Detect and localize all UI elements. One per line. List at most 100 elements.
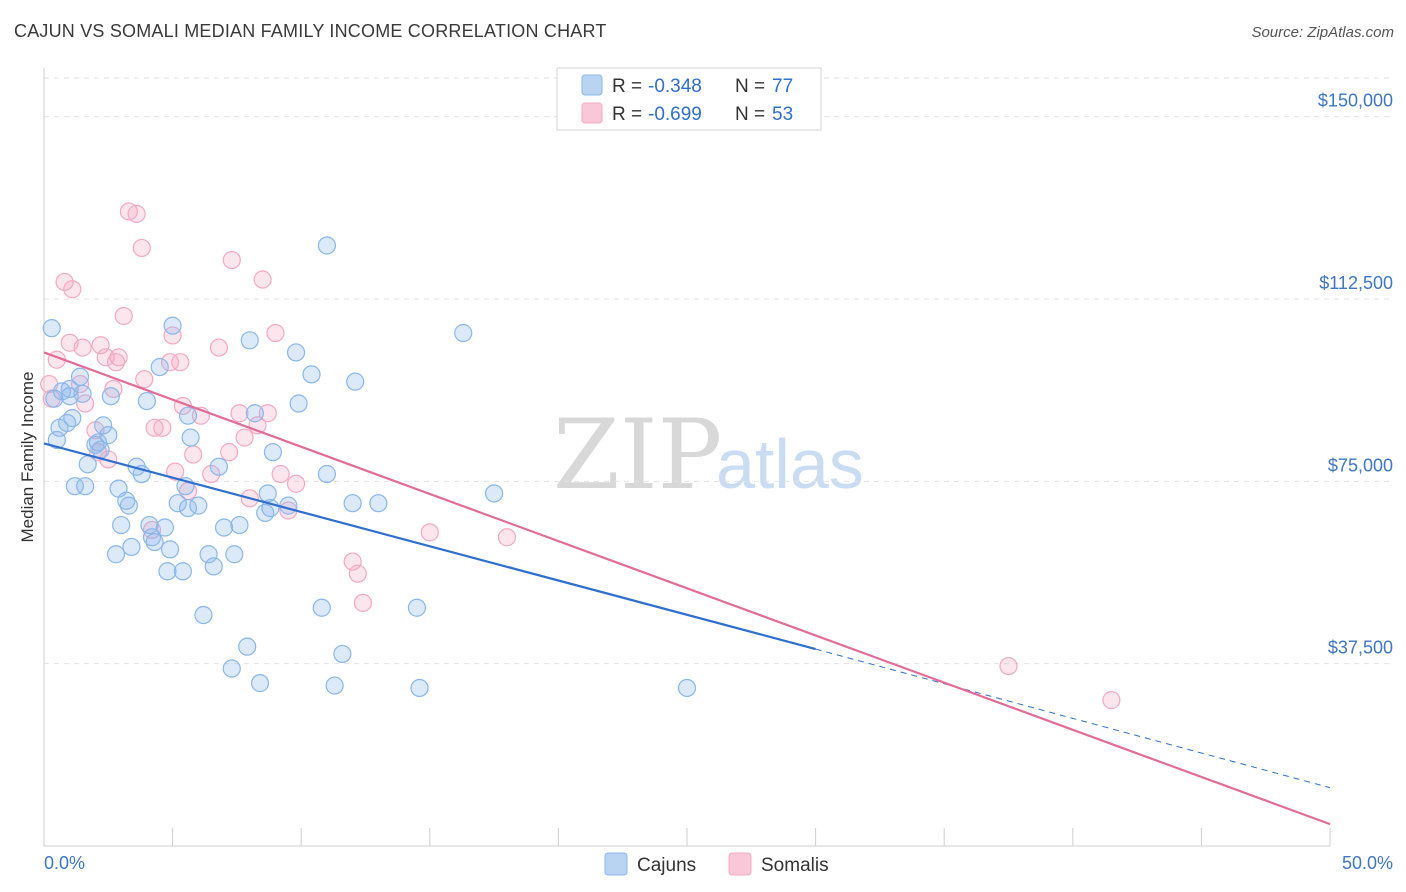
somali-point-31 xyxy=(184,445,203,464)
somali-point-38 xyxy=(235,428,254,447)
cajun-point-32 xyxy=(158,562,177,581)
somali-point-17 xyxy=(114,306,133,326)
cajun-point-0 xyxy=(42,319,61,338)
somali-point-23 xyxy=(145,418,164,437)
somali-point-28 xyxy=(171,353,190,372)
somalis-points xyxy=(40,202,1121,710)
cajun-point-75 xyxy=(91,440,110,459)
watermark-zip: ZIP xyxy=(553,399,722,511)
somali-point-3 xyxy=(55,272,74,292)
cajun-point-59 xyxy=(289,394,308,413)
cajun-point-73 xyxy=(677,678,697,698)
legend-n-label-somalis: N = xyxy=(735,104,765,125)
cajun-point-65 xyxy=(333,644,352,664)
cajun-point-66 xyxy=(343,494,362,513)
somali-point-41 xyxy=(253,270,272,289)
cajun-point-57 xyxy=(279,496,298,515)
legend-n-label-cajuns: N = xyxy=(735,76,765,97)
somali-point-49 xyxy=(353,593,373,612)
cajun-point-35 xyxy=(168,494,187,513)
y-tick-label-0: $37,500 xyxy=(1328,638,1393,658)
somali-point-43 xyxy=(266,323,285,343)
cajun-point-29 xyxy=(145,532,164,552)
somali-point-16 xyxy=(109,348,128,367)
legend-n-value-cajuns: 77 xyxy=(772,76,793,97)
legend-r-label-somalis: R = xyxy=(612,104,642,125)
somali-point-21 xyxy=(135,370,154,389)
cajun-point-26 xyxy=(137,391,156,411)
source-label: Source: ZipAtlas.com xyxy=(1251,24,1394,41)
cajun-point-8 xyxy=(65,477,84,496)
cajun-point-28 xyxy=(142,528,162,547)
cajun-point-49 xyxy=(238,637,257,656)
somali-point-12 xyxy=(96,348,115,367)
cajun-point-36 xyxy=(173,562,192,581)
series-legend: Cajuns Somalis xyxy=(604,852,829,876)
cajuns-points xyxy=(42,236,697,698)
cajun-point-39 xyxy=(181,428,200,447)
cajun-point-5 xyxy=(58,413,77,433)
cajun-point-50 xyxy=(240,331,259,350)
somali-point-33 xyxy=(202,464,221,484)
cajun-point-43 xyxy=(204,557,223,576)
trend-lines xyxy=(43,351,1331,826)
somalis-trend-line xyxy=(43,351,1331,826)
somali-point-48 xyxy=(348,564,367,583)
legend-r-value-somalis: -0.699 xyxy=(648,104,702,125)
cajun-point-12 xyxy=(78,455,97,474)
cajun-point-7 xyxy=(63,409,82,428)
cajun-point-62 xyxy=(317,464,337,484)
cajun-point-76 xyxy=(60,379,79,399)
somali-point-15 xyxy=(106,353,126,372)
somali-point-34 xyxy=(209,338,228,357)
somali-point-53 xyxy=(1102,691,1121,710)
x-tick-label-min: 0.0% xyxy=(44,853,85,873)
cajun-point-52 xyxy=(250,674,270,693)
cajuns-trend-line xyxy=(43,442,816,651)
cajun-point-16 xyxy=(99,426,118,445)
y-tick-label-2: $112,500 xyxy=(1319,273,1393,293)
cajuns-trend-extension xyxy=(815,648,1331,789)
legend-r-label-cajuns: R = xyxy=(612,76,642,97)
gridlines xyxy=(44,77,1393,665)
cajun-point-34 xyxy=(163,316,182,335)
somali-point-19 xyxy=(127,204,146,223)
x-tick-label-max: 50.0% xyxy=(1342,853,1393,873)
cajun-point-64 xyxy=(325,676,344,695)
cajun-point-11 xyxy=(76,477,95,496)
somali-point-25 xyxy=(160,353,180,372)
cajun-point-70 xyxy=(410,678,429,698)
series-legend-label-somalis: Somalis xyxy=(761,855,829,876)
cajun-point-22 xyxy=(119,496,138,515)
series-legend-swatch-somalis xyxy=(728,852,752,876)
cajun-point-15 xyxy=(94,416,113,435)
cajun-point-53 xyxy=(256,503,275,523)
somali-point-44 xyxy=(271,464,290,484)
cajun-point-38 xyxy=(178,406,198,425)
legend-n-value-somalis: 53 xyxy=(772,104,793,125)
cajun-point-33 xyxy=(160,540,180,559)
cajun-point-45 xyxy=(214,518,234,537)
somali-point-36 xyxy=(222,250,241,270)
y-tick-label-1: $75,000 xyxy=(1328,455,1393,475)
y-tick-labels: $37,500 $75,000 $112,500 $150,000 xyxy=(1318,91,1393,658)
y-axis-label: Median Family Income xyxy=(18,371,37,542)
stats-legend: R = -0.348 N = 77 R = -0.699 N = 53 xyxy=(556,67,822,131)
cajun-point-51 xyxy=(245,404,265,423)
cajun-point-44 xyxy=(209,457,228,476)
cajun-point-20 xyxy=(112,515,131,535)
cajun-point-48 xyxy=(230,515,249,535)
somali-point-50 xyxy=(420,523,439,542)
somali-point-51 xyxy=(497,528,517,547)
somali-point-27 xyxy=(166,462,185,481)
legend-swatch-somalis xyxy=(581,102,603,124)
watermark: ZIP atlas xyxy=(553,399,864,511)
watermark-atlas: atlas xyxy=(716,425,864,503)
cajun-point-74 xyxy=(178,498,198,518)
somali-point-5 xyxy=(63,280,82,299)
cajun-point-30 xyxy=(150,357,169,377)
cajun-point-14 xyxy=(88,433,108,452)
legend-r-value-cajuns: -0.348 xyxy=(648,76,702,97)
somali-point-24 xyxy=(153,418,172,437)
